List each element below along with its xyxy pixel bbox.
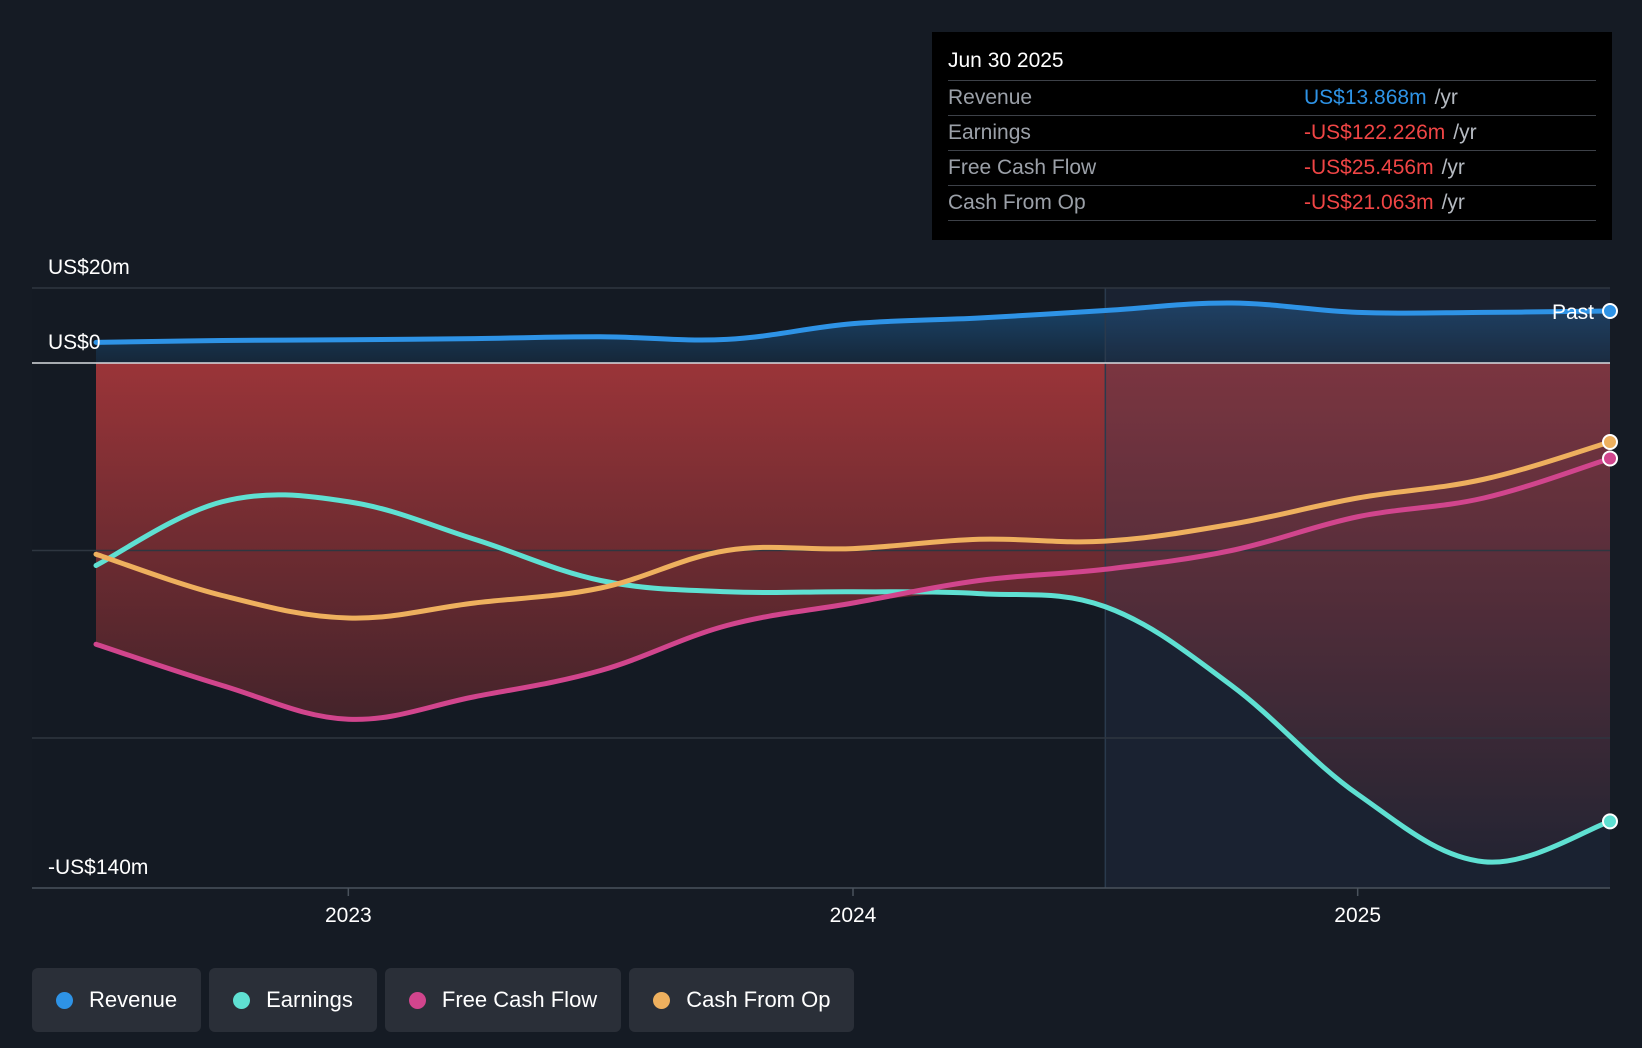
- hover-tooltip: Jun 30 2025 Revenue US$13.868m /yr Earni…: [932, 32, 1612, 240]
- end-dot-cash-from-op: [1602, 433, 1618, 450]
- legend: Revenue Earnings Free Cash Flow Cash Fro…: [32, 968, 855, 1032]
- y-tick-label: -US$140m: [48, 856, 148, 879]
- y-axis-ticks: US$20m US$0 -US$140m: [48, 256, 148, 879]
- x-axis-ticks: 2023 2024 2025: [325, 888, 1381, 927]
- negative-area: [96, 363, 1610, 863]
- revenue-area: [96, 302, 1610, 363]
- tooltip-label: Free Cash Flow: [948, 156, 1097, 179]
- tooltip-value: US$13.868m: [1304, 86, 1427, 109]
- tooltip-label: Cash From Op: [948, 191, 1086, 214]
- legend-label: Revenue: [89, 987, 178, 1012]
- cash-from-op-dot-icon: [653, 991, 671, 1009]
- tooltip-row-revenue: Revenue US$13.868m /yr: [948, 80, 1596, 115]
- tooltip-unit: /yr: [1441, 156, 1465, 179]
- series-line-earnings: [93, 492, 1613, 865]
- tooltip-value: -US$25.456m: [1304, 156, 1434, 179]
- legend-label: Free Cash Flow: [441, 987, 598, 1012]
- series-lines: [93, 300, 1613, 865]
- y-tick-label: US$20m: [48, 256, 130, 279]
- tooltip-date: Jun 30 2025: [948, 49, 1064, 72]
- x-tick-label: 2024: [830, 904, 877, 927]
- revenue-dot-icon: [56, 991, 73, 1009]
- tooltip-row-free-cash-flow: Free Cash Flow -US$25.456m /yr: [948, 150, 1596, 185]
- series-end-dots: [1602, 302, 1618, 830]
- legend-label: Cash From Op: [686, 987, 831, 1012]
- tooltip-row-earnings: Earnings -US$122.226m /yr: [948, 115, 1596, 150]
- earnings-dot-icon: [233, 991, 251, 1009]
- y-tick-label: US$0: [48, 331, 101, 354]
- free-cash-flow-dot-icon: [408, 991, 426, 1009]
- series-line-free-cash-flow: [93, 455, 1613, 722]
- tooltip-unit: /yr: [1453, 121, 1477, 144]
- tooltip-row-cash-from-op: Cash From Op -US$21.063m /yr: [948, 185, 1596, 221]
- legend-item-earnings[interactable]: Earnings: [209, 968, 377, 1032]
- tooltip-label: Revenue: [948, 86, 1033, 109]
- legend-item-cash-from-op[interactable]: Cash From Op: [629, 968, 855, 1032]
- legend-item-free-cash-flow[interactable]: Free Cash Flow: [384, 968, 622, 1032]
- tooltip-value: -US$122.226m: [1304, 121, 1446, 144]
- legend-label: Earnings: [266, 987, 353, 1012]
- past-region-shade: [1105, 288, 1610, 888]
- series-line-revenue: [93, 300, 1613, 345]
- x-tick-label: 2025: [1334, 904, 1381, 927]
- end-dot-revenue: [1602, 302, 1618, 319]
- end-dot-free-cash-flow: [1602, 450, 1618, 467]
- x-tick-label: 2023: [325, 904, 372, 927]
- tooltip-unit: /yr: [1434, 86, 1458, 109]
- legend-item-revenue[interactable]: Revenue: [32, 968, 202, 1032]
- area-layer: [96, 302, 1610, 863]
- tooltip-label: Earnings: [948, 121, 1031, 144]
- end-dot-earnings: [1602, 813, 1618, 830]
- tooltip-value: -US$21.063m: [1304, 191, 1434, 214]
- series-line-cash-from-op: [93, 439, 1613, 621]
- tooltip-unit: /yr: [1441, 191, 1465, 214]
- past-label: Past: [1552, 301, 1594, 324]
